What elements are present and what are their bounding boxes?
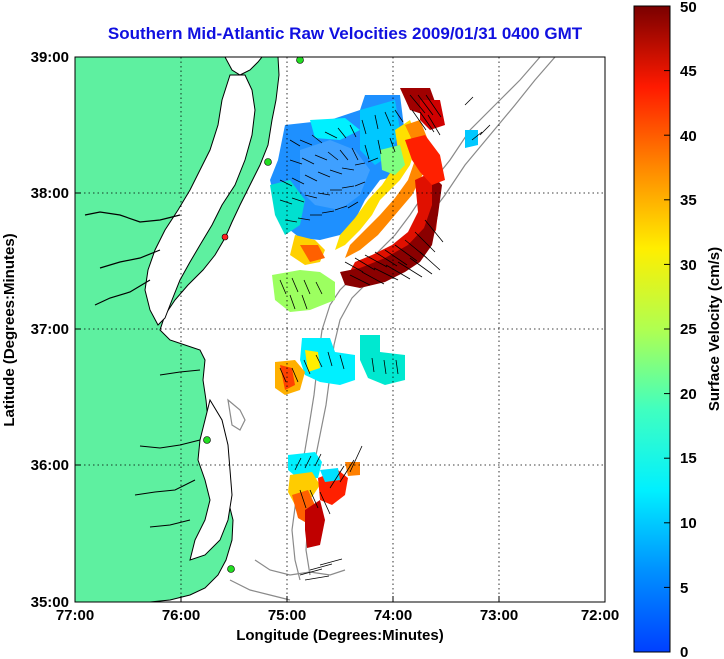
- colorbar-tick-labels: 50 45 40 35 30 25 20 15 10 5 0: [680, 0, 697, 659]
- x-tick-label: 76:00: [162, 607, 200, 624]
- velocity-field-north: [270, 88, 478, 312]
- chesapeake-bay: [144, 74, 256, 326]
- nc-rivers: [134, 369, 201, 528]
- colorbar-tick-label: 0: [680, 644, 688, 659]
- colorbar-tick-label: 45: [680, 63, 697, 80]
- y-tick-label: 38:00: [31, 185, 69, 202]
- x-tick-label: 74:00: [374, 607, 412, 624]
- x-tick-label: 77:00: [56, 607, 94, 624]
- y-tick-label: 39:00: [31, 49, 69, 66]
- colorbar-tick-label: 15: [680, 450, 697, 467]
- velocity-arrows: [279, 94, 491, 581]
- velocity-field-middle: [275, 335, 405, 395]
- velocity-field-south: [288, 452, 360, 548]
- grid-lines: [75, 57, 605, 602]
- colorbar-tick-label: 30: [680, 257, 697, 274]
- delaware-bay: [224, 57, 263, 76]
- x-tick-label: 73:00: [480, 607, 518, 624]
- map-title: Southern Mid-Atlantic Raw Velocities 200…: [107, 24, 583, 43]
- x-tick-label: 75:00: [268, 607, 306, 624]
- pamlico-sound: [189, 398, 233, 561]
- y-axis-label: Latitude (Degrees:Minutes): [1, 233, 18, 426]
- colorbar-tick-label: 25: [680, 321, 697, 338]
- colorbar-tick-label: 20: [680, 386, 697, 403]
- colorbar-ticks: [664, 70, 670, 588]
- colorbar-label: Surface Velocity (cm/s): [706, 247, 723, 411]
- colorbar-tick-label: 5: [680, 580, 688, 597]
- x-tick-label: 72:00: [581, 607, 619, 624]
- tick-marks: [75, 192, 500, 602]
- y-tick-label: 35:00: [31, 594, 69, 611]
- station-markers: [203, 57, 304, 573]
- y-tick-label: 37:00: [31, 321, 69, 338]
- y-tick-labels: 39:00 38:00 37:00 36:00 35:00: [31, 49, 69, 611]
- colorbar-tick-label: 35: [680, 192, 697, 209]
- colorbar-tick-label: 10: [680, 515, 697, 532]
- potomac-river: [84, 211, 181, 306]
- colorbar-tick-label: 40: [680, 128, 697, 145]
- x-tick-labels: 77:00 76:00 75:00 74:00 73:00 72:00: [56, 607, 619, 624]
- x-axis-label: Longitude (Degrees:Minutes): [236, 627, 444, 644]
- colorbar-tick-label: 50: [680, 0, 697, 16]
- y-tick-label: 36:00: [31, 457, 69, 474]
